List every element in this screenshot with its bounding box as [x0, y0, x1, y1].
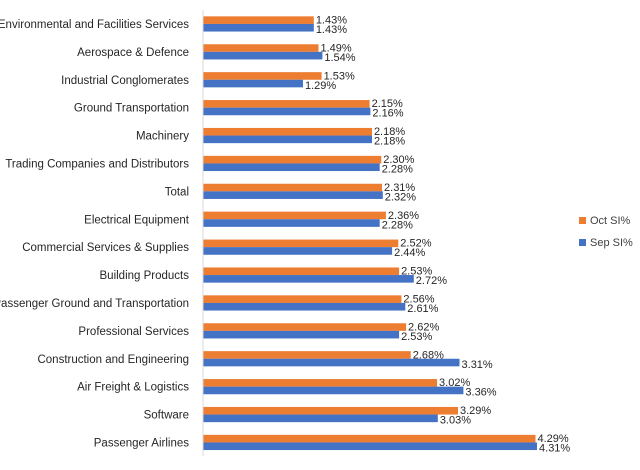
bar-oct-si-industrial-conglomerates	[203, 72, 322, 80]
bar-sep-si-trading-companies-and-distributors	[203, 163, 380, 172]
data-label-oct-si-total: 2.31%	[384, 182, 415, 194]
data-label-sep-si-machinery: 2.18%	[374, 136, 405, 148]
bar-sep-si-passenger-ground-and-transportation	[203, 302, 406, 311]
data-label-sep-si-trading-companies-and-distributors: 2.28%	[382, 163, 413, 175]
bar-sep-si-software	[203, 414, 438, 423]
data-label-sep-si-ground-transportation: 2.16%	[372, 108, 403, 120]
bar-sep-si-electrical-equipment	[203, 219, 380, 227]
bar-oct-si-total	[203, 183, 382, 192]
category-label-software: Software	[144, 410, 189, 422]
bar-oct-si-trading-companies-and-distributors	[203, 155, 382, 164]
data-label-oct-si-passenger-airlines: 4.29%	[537, 433, 568, 445]
category-label-building-products: Building Products	[100, 270, 190, 282]
bar-sep-si-commercial-services-supplies	[203, 247, 393, 255]
category-label-air-freight-logistics: Air Freight & Logistics	[77, 382, 189, 394]
bars	[203, 16, 537, 451]
bar-sep-si-environmental-and-facilities-services	[203, 23, 314, 32]
bar-sep-si-machinery	[203, 135, 372, 144]
bar-oct-si-passenger-ground-and-transportation	[203, 295, 402, 303]
bar-sep-si-passenger-airlines	[203, 442, 537, 451]
bar-sep-si-professional-services	[203, 330, 400, 339]
category-label-industrial-conglomerates: Industrial Conglomerates	[61, 75, 189, 87]
data-label-sep-si-construction-and-engineering: 3.31%	[462, 359, 493, 371]
bar-sep-si-ground-transportation	[203, 107, 371, 116]
legend: Oct SI% Sep SI%	[579, 215, 633, 249]
category-label-environmental-and-facilities-services: Environmental and Facilities Services	[0, 19, 189, 31]
bar-oct-si-environmental-and-facilities-services	[203, 16, 314, 24]
bar-oct-si-electrical-equipment	[203, 211, 386, 220]
bar-oct-si-construction-and-engineering	[203, 351, 411, 359]
bar-oct-si-passenger-airlines	[203, 434, 536, 443]
data-label-oct-si-electrical-equipment: 2.36%	[388, 210, 419, 222]
data-labels: 1.43%1.43% 1.49%1.54% 1.53%1.29% 2.15%2.16%…	[305, 14, 570, 454]
category-label-commercial-services-supplies: Commercial Services & Supplies	[22, 242, 189, 254]
data-label-oct-si-air-freight-logistics: 3.02%	[439, 377, 470, 389]
legend-swatch-sep-si	[579, 239, 586, 246]
category-label-trading-companies-and-distributors: Trading Companies and Distributors	[5, 158, 189, 170]
category-label-aerospace-defence: Aerospace & Defence	[77, 47, 189, 59]
legend-swatch-oct-si	[579, 217, 586, 224]
data-label-sep-si-environmental-and-facilities-services: 1.43%	[316, 24, 347, 36]
data-label-sep-si-passenger-airlines: 4.31%	[539, 442, 570, 454]
data-label-oct-si-construction-and-engineering: 2.68%	[413, 349, 444, 361]
data-label-sep-si-total: 2.32%	[385, 191, 416, 203]
data-label-oct-si-machinery: 2.18%	[374, 126, 405, 138]
data-label-oct-si-professional-services: 2.62%	[408, 321, 439, 333]
category-label-passenger-airlines: Passenger Airlines	[94, 437, 189, 449]
data-label-sep-si-commercial-services-supplies: 2.44%	[394, 247, 425, 259]
data-label-oct-si-aerospace-defence: 1.49%	[320, 42, 351, 54]
data-label-sep-si-air-freight-logistics: 3.36%	[465, 387, 496, 399]
bar-oct-si-professional-services	[203, 323, 407, 331]
category-labels: Environmental and Facilities Services Aer…	[0, 19, 190, 450]
bar-sep-si-building-products	[203, 275, 414, 283]
data-label-oct-si-building-products: 2.53%	[401, 266, 432, 278]
bar-sep-si-construction-and-engineering	[203, 358, 460, 367]
bar-sep-si-industrial-conglomerates	[203, 79, 303, 88]
bar-oct-si-air-freight-logistics	[203, 379, 438, 387]
bar-sep-si-air-freight-logistics	[203, 386, 464, 395]
category-label-electrical-equipment: Electrical Equipment	[84, 214, 190, 226]
bar-oct-si-building-products	[203, 267, 400, 276]
category-label-passenger-ground-and-transportation: Passenger Ground and Transportation	[0, 298, 189, 310]
data-label-sep-si-professional-services: 2.53%	[401, 331, 432, 343]
data-label-oct-si-commercial-services-supplies: 2.52%	[400, 238, 431, 250]
category-label-total: Total	[165, 186, 189, 198]
bar-oct-si-commercial-services-supplies	[203, 239, 399, 248]
data-label-oct-si-passenger-ground-and-transportation: 2.56%	[403, 293, 434, 305]
data-label-oct-si-industrial-conglomerates: 1.53%	[324, 70, 355, 82]
data-label-oct-si-software: 3.29%	[460, 405, 491, 417]
data-label-oct-si-ground-transportation: 2.15%	[372, 98, 403, 110]
bar-sep-si-aerospace-defence	[203, 51, 323, 60]
data-label-oct-si-environmental-and-facilities-services: 1.43%	[316, 14, 347, 26]
data-label-sep-si-industrial-conglomerates: 1.29%	[305, 80, 336, 92]
data-label-sep-si-passenger-ground-and-transportation: 2.61%	[407, 303, 438, 315]
legend-label-sep-si: Sep SI%	[590, 237, 633, 249]
legend-label-oct-si: Oct SI%	[590, 215, 631, 227]
data-label-oct-si-trading-companies-and-distributors: 2.30%	[383, 154, 414, 166]
data-label-sep-si-building-products: 2.72%	[416, 275, 447, 287]
bar-sep-si-total	[203, 191, 383, 199]
data-label-sep-si-electrical-equipment: 2.28%	[382, 219, 413, 231]
bar-oct-si-ground-transportation	[203, 100, 370, 108]
data-label-sep-si-software: 3.03%	[440, 415, 471, 427]
category-label-construction-and-engineering: Construction and Engineering	[37, 354, 189, 366]
bar-oct-si-machinery	[203, 127, 372, 136]
data-label-sep-si-aerospace-defence: 1.54%	[324, 52, 355, 64]
category-label-machinery: Machinery	[136, 131, 189, 143]
bar-oct-si-software	[203, 406, 458, 415]
category-label-ground-transportation: Ground Transportation	[74, 103, 189, 115]
bar-oct-si-aerospace-defence	[203, 44, 319, 52]
category-label-professional-services: Professional Services	[78, 326, 189, 338]
